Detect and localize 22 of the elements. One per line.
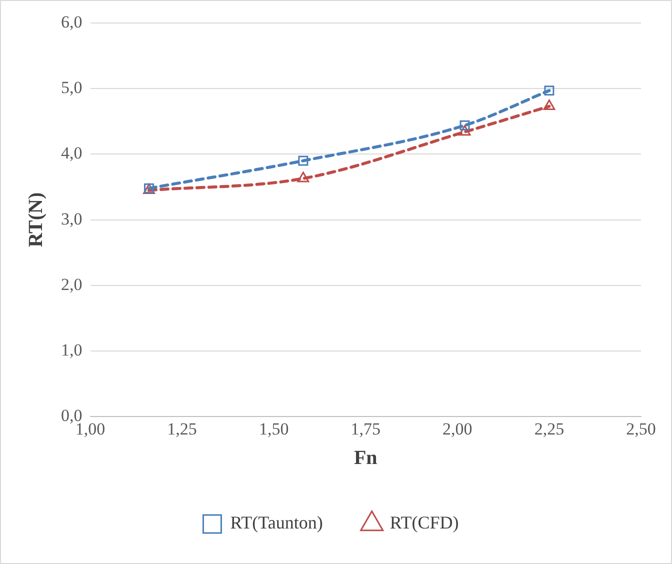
y-tick-label: 5,0 bbox=[61, 78, 82, 98]
x-tick-label: 1,75 bbox=[350, 419, 380, 438]
x-tick-label: 2,00 bbox=[442, 419, 472, 438]
x-tick-label: 2,50 bbox=[626, 419, 656, 438]
point bbox=[297, 172, 310, 182]
x-axis-title: Fn bbox=[354, 447, 378, 470]
x-tick-label: 1,50 bbox=[258, 419, 289, 438]
legend-label: RT(CFD) bbox=[390, 512, 459, 533]
y-tick-label: 4,0 bbox=[61, 144, 82, 163]
y-tick-label: 2,0 bbox=[61, 274, 82, 294]
y-axis-title: RT(N) bbox=[25, 192, 48, 248]
y-tick-label: 1,0 bbox=[61, 340, 82, 360]
x-tick-label: 1,25 bbox=[167, 419, 197, 438]
point bbox=[544, 86, 554, 96]
point bbox=[460, 120, 470, 130]
point bbox=[298, 156, 308, 166]
y-tick-label: 3,0 bbox=[61, 209, 82, 228]
x-tick-label: 2,25 bbox=[534, 419, 564, 438]
legend-label: RT(Taunton) bbox=[230, 512, 323, 533]
point bbox=[458, 125, 471, 136]
point bbox=[543, 100, 556, 110]
y-tick-label: 6,0 bbox=[61, 12, 82, 32]
